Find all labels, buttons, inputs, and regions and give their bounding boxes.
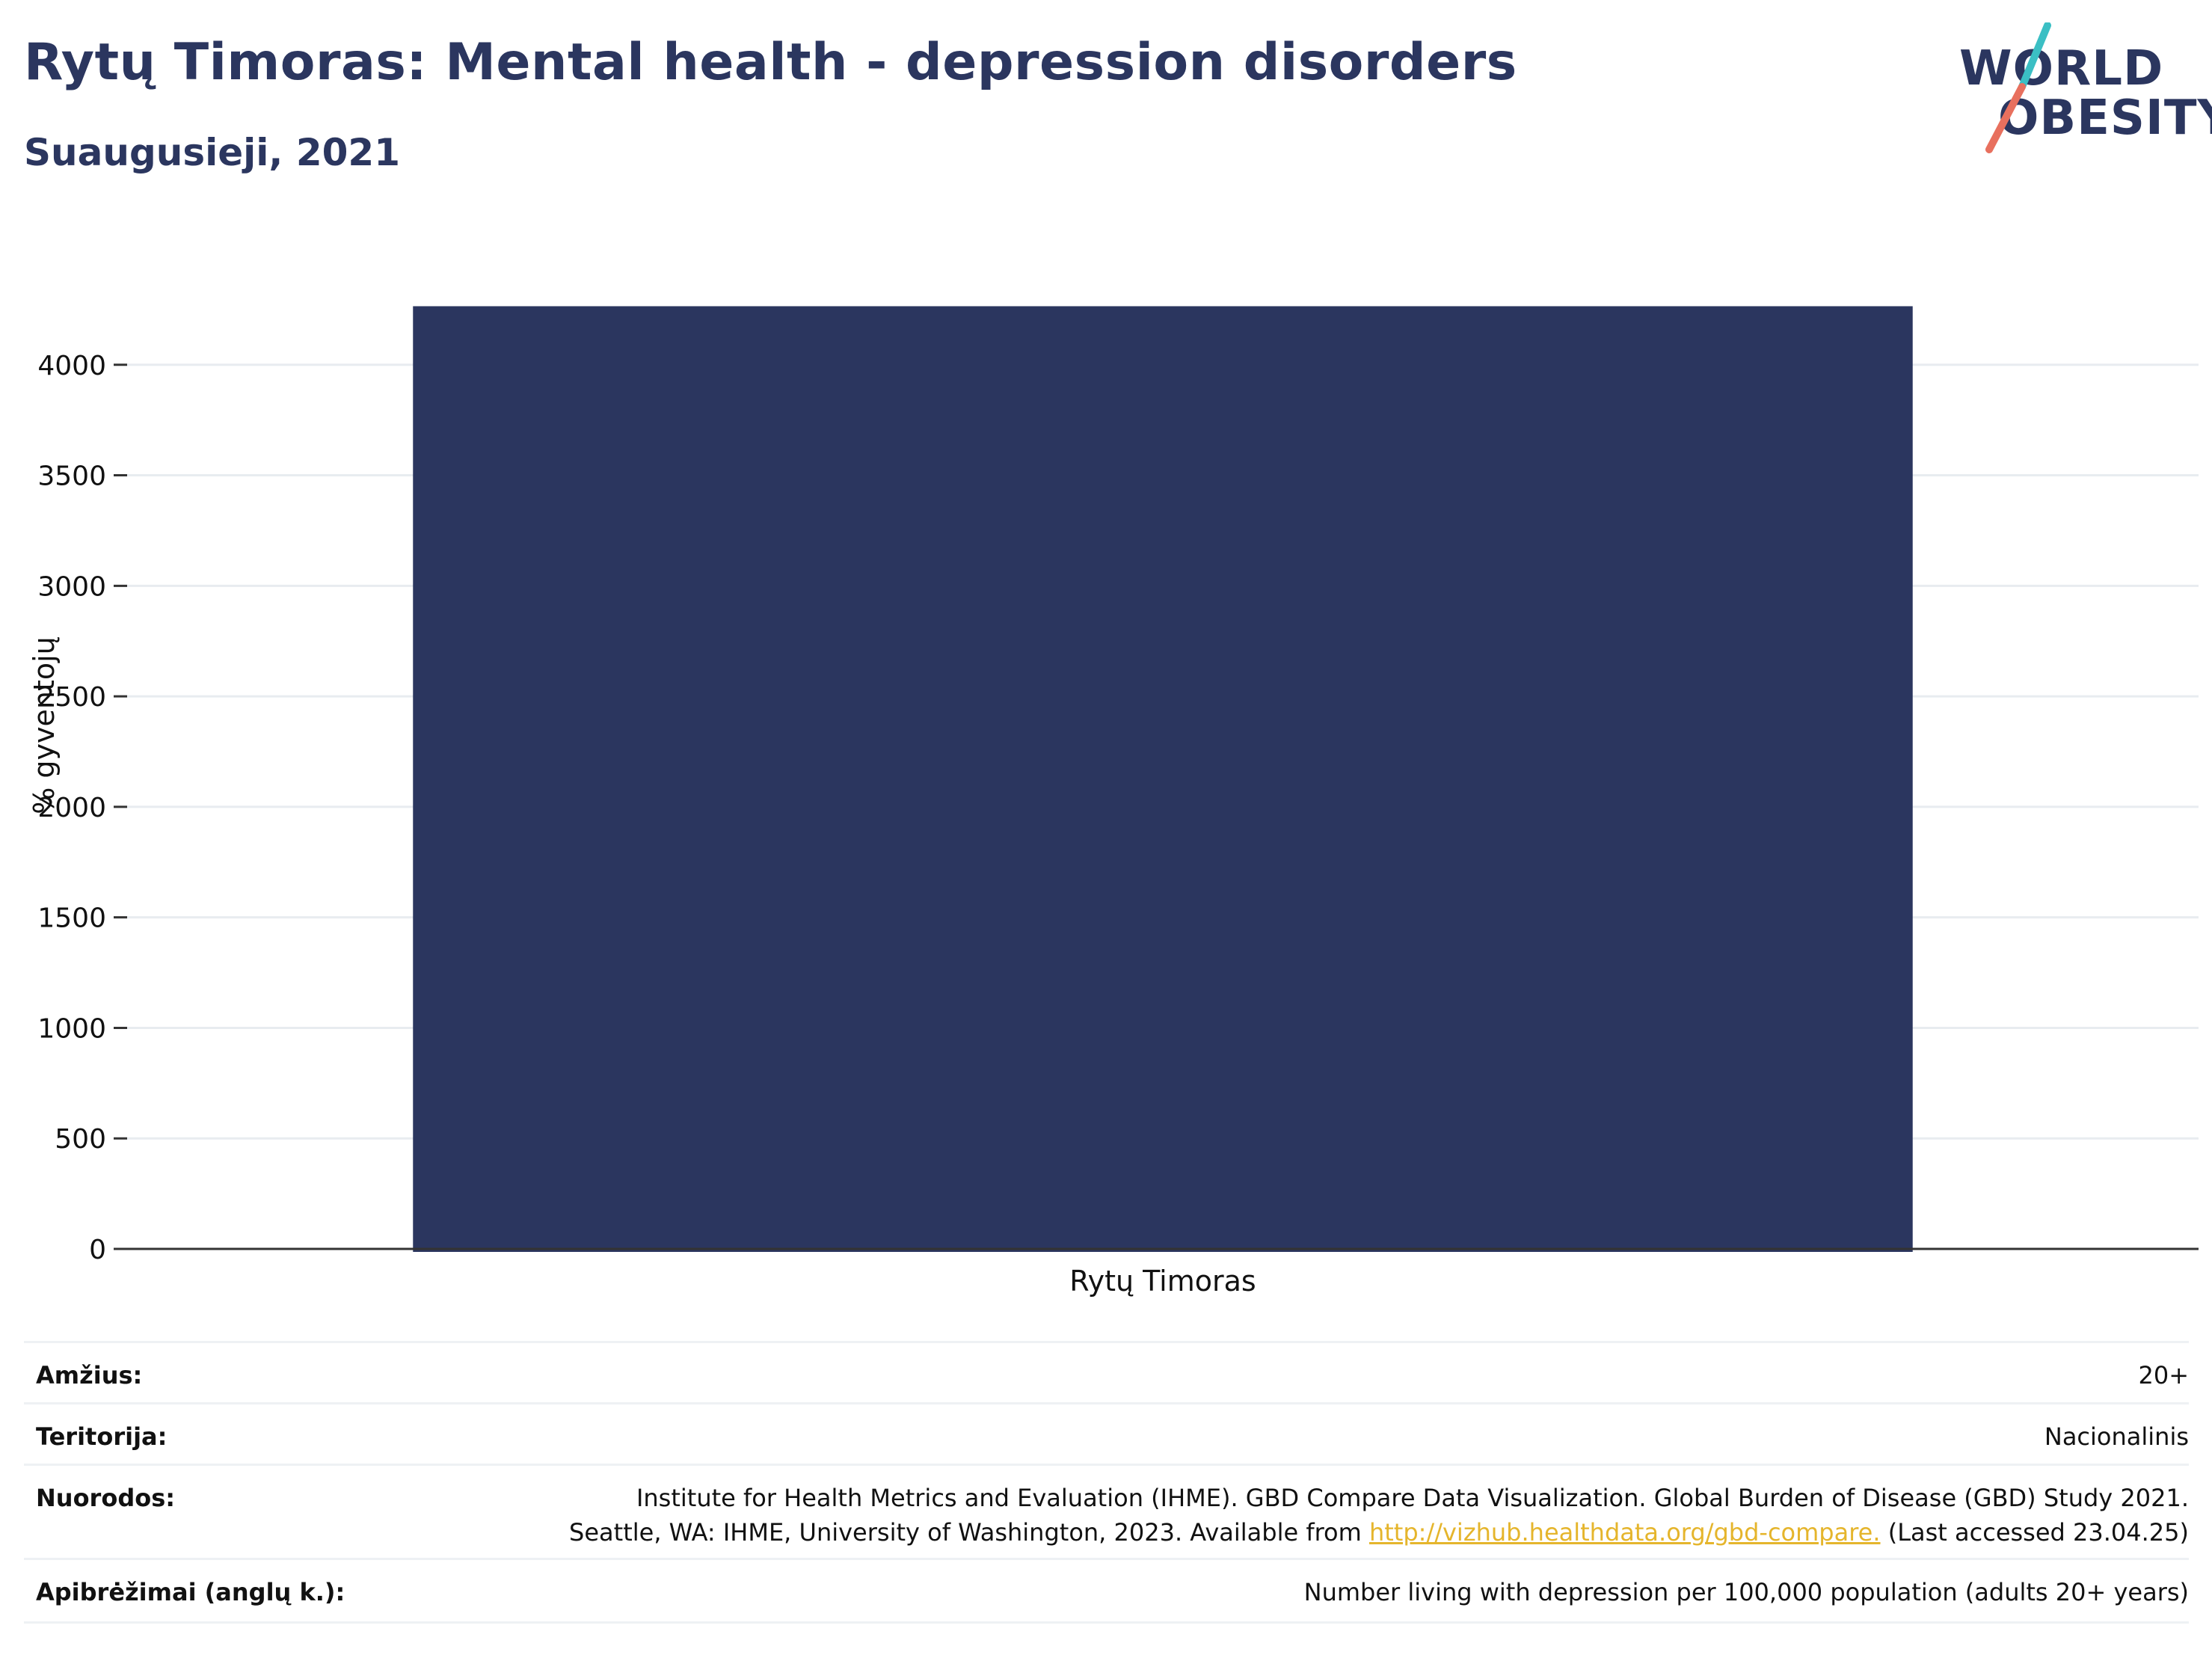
y-axis-label: % gyventojų: [28, 636, 61, 814]
world-obesity-logo: WORLD OBESITY: [1959, 22, 2212, 157]
logo-text-world: WORLD: [1959, 41, 2164, 96]
references-line-2: Seattle, WA: IHME, University of Washing…: [569, 1515, 2189, 1550]
references-label: Nuorodos:: [36, 1484, 176, 1512]
bar-chart: 0 500 1000 1500 2000 2500 3000 3500 4000 Rytų Ti…: [28, 306, 2199, 1298]
chart-subtitle: Suaugusieji, 2021: [24, 131, 400, 174]
chart-title: Rytų Timoras: Mental health - depression…: [24, 33, 1517, 92]
territory-value: Nacionalinis: [2044, 1422, 2189, 1451]
references-value: Institute for Health Metrics and Evaluat…: [569, 1481, 2189, 1550]
y-tick-label: 2000: [37, 793, 106, 823]
meta-row-territory: Teritorija: Nacionalinis: [24, 1402, 2189, 1466]
y-tick-label: 500: [55, 1124, 106, 1155]
meta-row-age: Amžius: 20+: [24, 1341, 2189, 1404]
references-link[interactable]: http://vizhub.healthdata.org/gbd-compare…: [1368, 1518, 1881, 1547]
definitions-label: Apibrėžimai (anglų k.):: [36, 1578, 345, 1606]
logo-text-obesity: OBESITY: [1998, 90, 2212, 146]
definitions-value: Number living with depression per 100,00…: [1303, 1578, 2189, 1606]
y-tick-label: 2500: [37, 682, 106, 713]
meta-row-references: Nuorodos: Institute for Health Metrics a…: [24, 1464, 2189, 1560]
y-tick-label: 1000: [37, 1013, 106, 1044]
age-value: 20+: [2138, 1361, 2189, 1390]
references-accessed: (Last accessed 23.04.25): [1880, 1518, 2189, 1547]
age-label: Amžius:: [36, 1361, 143, 1390]
x-tick-labels: Rytų Timoras: [1069, 1265, 1256, 1298]
references-line-1: Institute for Health Metrics and Evaluat…: [636, 1484, 2189, 1512]
bars: [413, 306, 1913, 1252]
meta-row-definitions: Apibrėžimai (anglų k.): Number living wi…: [24, 1558, 2189, 1624]
x-tick-label: Rytų Timoras: [1069, 1265, 1256, 1298]
y-tick-label: 0: [89, 1235, 106, 1265]
y-tick-label: 1500: [37, 903, 106, 934]
y-tick-labels: 0 500 1000 1500 2000 2500 3000 3500 4000: [37, 351, 127, 1265]
y-tick-label: 4000: [37, 351, 106, 381]
references-text: Seattle, WA: IHME, University of Washing…: [569, 1518, 1369, 1547]
y-tick-label: 3000: [37, 571, 106, 602]
territory-label: Teritorija:: [36, 1422, 168, 1451]
y-tick-label: 3500: [37, 461, 106, 492]
bar[interactable]: [413, 306, 1913, 1252]
logo-slash-icon: [1985, 22, 2051, 153]
